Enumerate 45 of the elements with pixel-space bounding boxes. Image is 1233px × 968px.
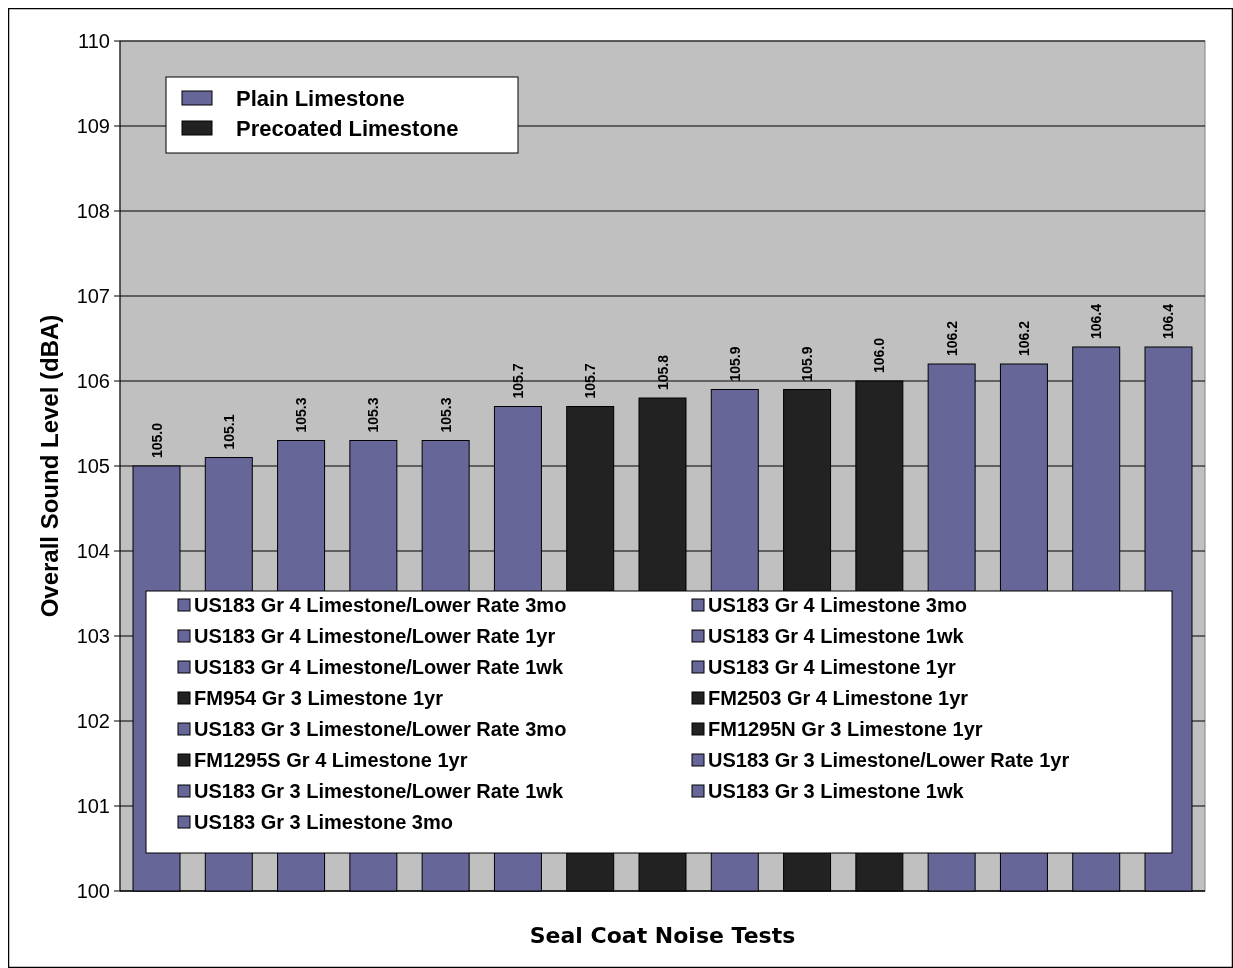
legend-label: US183 Gr 3 Limestone/Lower Rate 1yr <box>708 749 1070 771</box>
data-label: 105.0 <box>148 422 165 458</box>
legend-label: FM2503 Gr 4 Limestone 1yr <box>708 687 969 709</box>
legend-label: US183 Gr 3 Limestone 3mo <box>194 811 453 833</box>
data-label: 105.7 <box>582 363 599 399</box>
data-label: 105.3 <box>365 397 382 433</box>
y-tick-label: 109 <box>76 115 110 137</box>
y-tick-label: 103 <box>76 625 110 647</box>
legend-label: US183 Gr 4 Limestone/Lower Rate 3mo <box>194 594 567 616</box>
data-label: 105.1 <box>220 414 237 450</box>
data-label: 106.2 <box>1015 320 1032 356</box>
data-label: 105.7 <box>509 363 526 399</box>
legend-label: US183 Gr 4 Limestone 1wk <box>708 625 965 647</box>
y-tick-label: 107 <box>76 285 110 307</box>
y-axis-title: Overall Sound Level (dBA) <box>36 314 63 618</box>
data-label: 105.9 <box>726 346 743 382</box>
data-label: 106.4 <box>1160 303 1177 339</box>
legend-label: US183 Gr 4 Limestone 1yr <box>708 656 957 678</box>
y-tick-label: 110 <box>78 30 110 52</box>
data-label: 105.9 <box>799 346 816 382</box>
legend-label: Plain Limestone <box>236 85 405 111</box>
data-label: 105.3 <box>437 397 454 433</box>
legend-label: US183 Gr 4 Limestone/Lower Rate 1wk <box>194 656 564 678</box>
data-label: 105.3 <box>293 397 310 433</box>
data-label: 105.8 <box>654 354 671 390</box>
legend-label: US183 Gr 4 Limestone/Lower Rate 1yr <box>194 625 556 647</box>
y-tick-label: 101 <box>76 795 110 817</box>
legend-label: US183 Gr 3 Limestone/Lower Rate 3mo <box>194 718 567 740</box>
data-label: 106.4 <box>1088 303 1105 339</box>
y-tick-label: 105 <box>76 455 110 477</box>
legend-label: FM1295S Gr 4 Limestone 1yr <box>194 749 468 771</box>
data-label: 106.2 <box>943 320 960 356</box>
x-axis-title: Seal Coat Noise Tests <box>529 923 796 948</box>
y-tick-label: 108 <box>76 200 110 222</box>
y-tick-label: 100 <box>76 880 110 902</box>
legend-label: FM1295N Gr 3 Limestone 1yr <box>708 718 983 740</box>
y-tick-label: 106 <box>76 370 110 392</box>
data-label: 106.0 <box>871 337 888 373</box>
y-tick-label: 104 <box>76 540 110 562</box>
legend-label: US183 Gr 4 Limestone 3mo <box>708 594 967 616</box>
legend-label: FM954 Gr 3 Limestone 1yr <box>194 687 444 709</box>
legend-label: Precoated Limestone <box>236 115 459 141</box>
legend-label: US183 Gr 3 Limestone 1wk <box>708 780 965 802</box>
y-tick-label: 102 <box>76 710 110 732</box>
legend-label: US183 Gr 3 Limestone/Lower Rate 1wk <box>194 780 564 802</box>
